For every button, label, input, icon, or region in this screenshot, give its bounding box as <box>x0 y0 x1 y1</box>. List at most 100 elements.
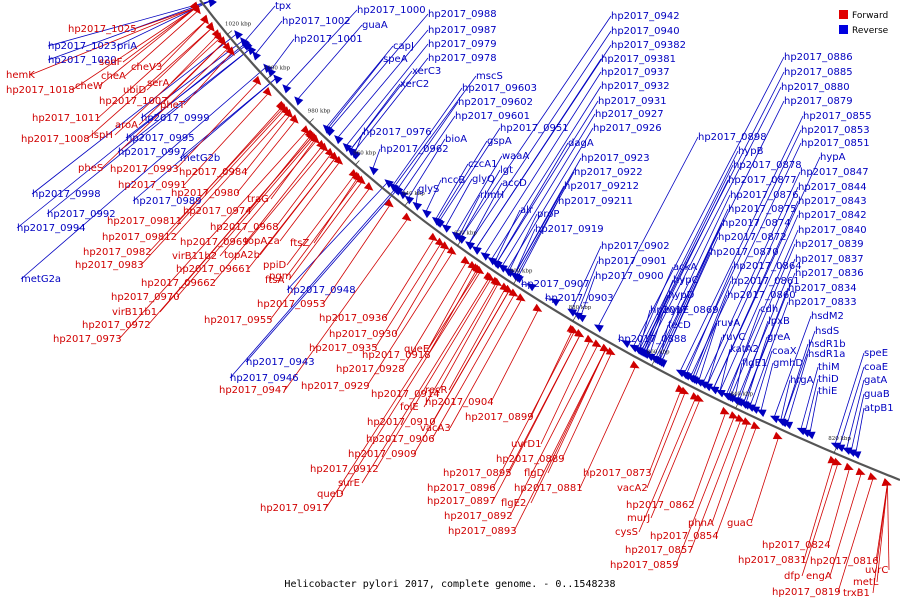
feature-label-hp2017-0878: hp2017_0878 <box>733 160 802 171</box>
leader-line <box>506 127 594 271</box>
genome-backbone-arc <box>199 0 900 482</box>
feature-label-hp2017-0942: hp2017_0942 <box>611 11 680 22</box>
leader-line <box>711 422 748 524</box>
leader-line <box>638 309 651 351</box>
feature-label-accd: accD <box>502 178 527 189</box>
reverse-feature-arrow <box>273 74 283 84</box>
feature-label-hp2017-0931: hp2017_0931 <box>598 96 667 107</box>
leader-line <box>325 270 480 509</box>
leader-line <box>750 437 779 524</box>
feature-label-hsdr1a: hsdR1a <box>808 349 845 360</box>
leader-line <box>597 136 699 327</box>
feature-label-hp2017-0979: hp2017_0979 <box>428 39 497 50</box>
feature-label-hp2017-0831: hp2017_0831 <box>738 555 807 566</box>
tick-label: 920 kbp <box>454 230 477 236</box>
forward-feature-arrow <box>467 260 478 270</box>
feature-label-metl: metL <box>853 577 879 588</box>
feature-label-grea: greA <box>767 332 790 343</box>
feature-label-hp2017-0819: hp2017_0819 <box>772 587 841 598</box>
feature-label-hp2017-09812: hp2017_09812 <box>102 232 177 243</box>
reverse-feature-arrow <box>252 51 261 61</box>
feature-label-flge2: flgE2 <box>501 498 526 509</box>
feature-label-sure: surE <box>338 478 360 489</box>
feature-label-hp2017-0903: hp2017_0903 <box>545 293 614 304</box>
feature-label-chea: cheA <box>101 71 126 82</box>
feature-label-aroa: aroA <box>115 120 138 131</box>
feature-label-hp2017-0943: hp2017_0943 <box>246 357 315 368</box>
leader-line <box>638 150 739 351</box>
feature-label-ruvc: ruvC <box>722 332 745 343</box>
leader-line <box>494 209 521 263</box>
leader-line <box>436 283 499 395</box>
reverse-feature-arrow <box>726 395 737 403</box>
leader-line <box>837 477 874 593</box>
feature-label-hp2017-09382: hp2017_09382 <box>611 40 686 51</box>
leader-line <box>117 48 251 153</box>
feature-label-czca1: czcA1 <box>468 159 497 170</box>
leader-line <box>328 13 429 131</box>
leader-line <box>47 0 211 61</box>
feature-label-hp2017-0872: hp2017_0872 <box>718 232 787 243</box>
leader-line <box>846 379 865 450</box>
legend-reverse-swatch <box>839 25 848 34</box>
feature-label-hp2017-09661: hp2017_09661 <box>176 264 251 275</box>
tick-mark <box>227 30 233 35</box>
feature-label-tpx: tpx <box>275 1 291 12</box>
feature-label-hp2017-0992: hp2017_0992 <box>47 209 116 220</box>
leader-line <box>749 301 789 407</box>
feature-label-hp2017-0969: hp2017_0969 <box>180 237 249 248</box>
feature-label-hp2017-0834: hp2017_0834 <box>788 283 857 294</box>
feature-label-hp2017-0843: hp2017_0843 <box>798 196 867 207</box>
feature-label-hp2017-0851: hp2017_0851 <box>801 138 870 149</box>
feature-label-hp2017-09603: hp2017_09603 <box>462 83 537 94</box>
leader-line <box>288 181 363 281</box>
leader-line <box>337 29 429 139</box>
leader-line <box>407 138 446 199</box>
forward-feature-arrow <box>200 14 209 25</box>
leader-line <box>706 336 723 386</box>
leader-line <box>490 309 539 403</box>
leader-line <box>698 322 718 382</box>
leader-line <box>396 101 459 190</box>
tick-mark <box>266 74 272 80</box>
forward-feature-arrow <box>694 394 704 402</box>
tick-label: 980 kbp <box>308 109 331 115</box>
leader-line <box>431 294 515 440</box>
reverse-feature-arrow <box>835 444 846 452</box>
leader-line <box>743 287 789 404</box>
leader-line <box>176 137 314 298</box>
leader-line <box>118 130 307 340</box>
forward-feature-arrow <box>289 114 299 124</box>
reverse-feature-arrow <box>629 344 640 353</box>
feature-label-pria: priA <box>117 41 137 52</box>
leader-line <box>183 92 269 186</box>
reverse-feature-arrow <box>369 166 379 176</box>
feature-label-hp2017-0833: hp2017_0833 <box>788 297 857 308</box>
feature-label-guac: guaC <box>727 518 753 529</box>
reverse-feature-arrow <box>503 267 514 277</box>
reverse-feature-arrow <box>594 324 604 333</box>
feature-label-hsdm2: hsdM2 <box>811 311 844 322</box>
feature-label-hypa: hypA <box>820 152 846 163</box>
feature-label-thid: thiD <box>818 374 839 385</box>
feature-label-hp2017-0962: hp2017_0962 <box>380 144 449 155</box>
leader-line <box>322 204 391 305</box>
leader-line <box>350 83 401 151</box>
feature-label-hp2017-0839: hp2017_0839 <box>795 239 864 250</box>
feature-label-hp2017-0951: hp2017_0951 <box>500 123 569 134</box>
feature-label-hp2017-0918: hp2017_0918 <box>362 350 431 361</box>
reverse-feature-arrow <box>770 415 780 424</box>
feature-label-hp2017-0824: hp2017_0824 <box>762 540 831 551</box>
reverse-feature-arrow <box>526 283 537 292</box>
reverse-feature-arrow <box>732 398 743 406</box>
tick-label: 880 kbp <box>569 305 592 311</box>
feature-label-ubid: ubiD <box>123 85 146 96</box>
feature-label-fecd: fecD <box>668 320 691 331</box>
feature-label-hp2017-0929: hp2017_0929 <box>301 381 370 392</box>
reverse-feature-arrow <box>208 0 217 7</box>
feature-label-hp2017-0914: hp2017_0914 <box>371 389 440 400</box>
leader-line <box>561 352 612 460</box>
feature-label-hp2017-0983: hp2017_0983 <box>75 260 144 271</box>
leader-line <box>734 362 743 400</box>
forward-feature-arrow <box>599 343 610 352</box>
